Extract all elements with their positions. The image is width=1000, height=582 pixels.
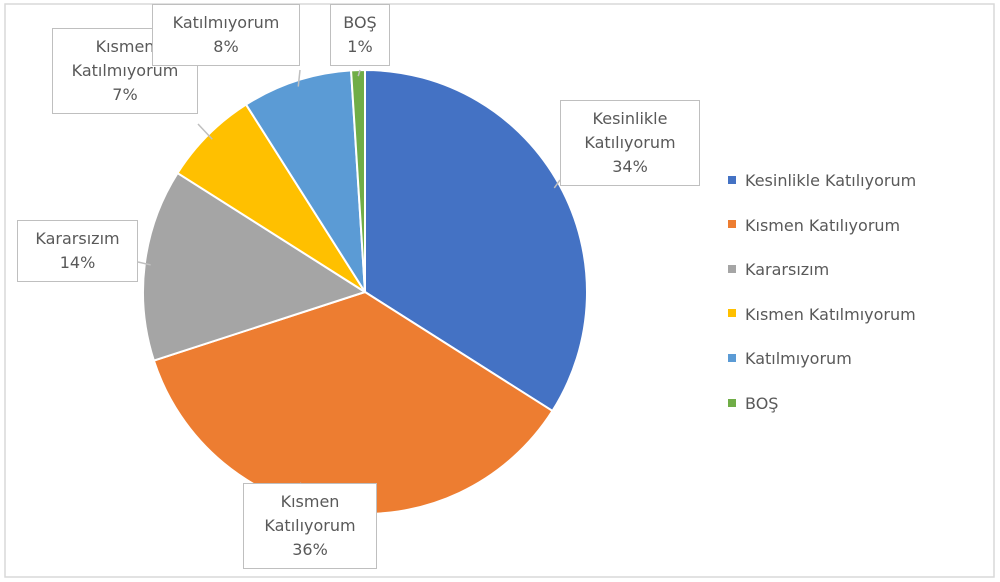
data-label-value: 7% xyxy=(112,85,138,104)
leader-line xyxy=(137,261,151,266)
leader-line xyxy=(357,69,361,77)
legend-label: Kararsızım xyxy=(745,260,830,280)
legend-entry: Katılmıyorum xyxy=(728,349,852,369)
legend-label: Kısmen Katılıyorum xyxy=(745,215,901,235)
legend-entry: Kısmen Katılmıyorum xyxy=(728,305,916,325)
data-label-category: Katılmıyorum xyxy=(172,13,280,32)
data-label-category: Kısmen Katılmıyorum xyxy=(71,37,179,80)
leader-line xyxy=(197,123,213,140)
legend-label: BOŞ xyxy=(745,394,779,413)
legend-entry: Kısmen Katılıyorum xyxy=(728,216,900,236)
legend-swatch xyxy=(728,353,736,362)
data-label-value: 14% xyxy=(59,253,96,272)
data-label: Katılmıyorum 8% xyxy=(152,4,300,66)
data-label-category: Kısmen Katılıyorum xyxy=(264,492,356,535)
leader-line xyxy=(297,69,301,87)
data-label-category: BOŞ xyxy=(343,13,377,32)
data-label-category: Kararsızım xyxy=(35,229,120,248)
data-label: Kısmen Katılıyorum 36% xyxy=(243,483,377,569)
data-label: Kararsızım 14% xyxy=(17,220,138,282)
legend-swatch xyxy=(728,309,736,318)
data-label-value: 8% xyxy=(213,37,239,56)
legend-swatch xyxy=(728,264,736,273)
legend-label: Katılmıyorum xyxy=(745,349,852,369)
legend-swatch xyxy=(728,398,736,407)
data-label: Kesinlikle Katılıyorum 34% xyxy=(560,100,700,186)
legend-label: Kesinlikle Katılıyorum xyxy=(745,171,917,190)
legend-label: Kısmen Katılmıyorum xyxy=(745,304,916,324)
data-label: BOŞ 1% xyxy=(330,4,390,66)
data-label-value: 34% xyxy=(612,157,648,176)
legend-swatch xyxy=(728,220,736,229)
leader-line xyxy=(553,179,561,189)
pie-slice xyxy=(350,68,366,293)
pie-slice xyxy=(244,69,366,293)
legend-swatch xyxy=(728,175,736,184)
pie xyxy=(142,68,588,515)
pie-slice xyxy=(364,68,588,413)
legend-entry: Kesinlikle Katılıyorum xyxy=(728,171,916,191)
data-label-value: 36% xyxy=(292,540,328,559)
legend-entry: Kararsızım xyxy=(728,260,829,280)
data-label-value: 1% xyxy=(347,37,373,56)
legend-entry: BOŞ xyxy=(728,394,778,414)
data-label-category: Kesinlikle Katılıyorum xyxy=(584,109,676,152)
